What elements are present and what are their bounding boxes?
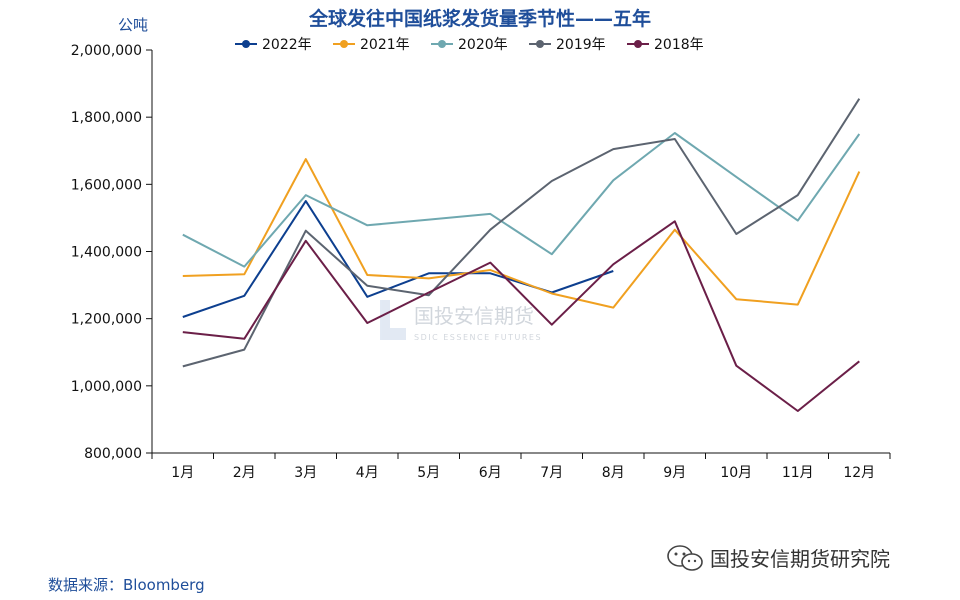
- legend-marker: [438, 40, 446, 48]
- watermark-subtitle: SDIC ESSENCE FUTURES: [414, 333, 542, 342]
- legend-marker: [634, 40, 642, 48]
- series-line-2019年: [182, 98, 861, 368]
- legend-marker: [536, 40, 544, 48]
- series-line-2022年: [182, 200, 614, 318]
- legend-marker: [340, 40, 348, 48]
- y-axis-unit-label: 公吨: [118, 16, 149, 34]
- x-tick-label: 2月: [233, 465, 256, 481]
- y-tick-label: 1,400,000: [71, 245, 142, 261]
- x-tick-label: 4月: [356, 465, 379, 481]
- series-line-2021年: [182, 158, 861, 309]
- y-tick-label: 1,000,000: [71, 379, 142, 395]
- y-tick-label: 1,800,000: [71, 110, 142, 126]
- series-line-2018年: [182, 220, 860, 412]
- x-tick-label: 12月: [843, 465, 875, 481]
- x-tick-label: 1月: [171, 465, 194, 481]
- x-axis: 1月 2月 3月 4月 5月 6月 7月 8月 9月 10月 11月 12月: [151, 452, 891, 481]
- chart-title: 全球发往中国纸浆发货量季节性——五年: [308, 8, 651, 30]
- y-axis: 800,000 1,000,000 1,200,000 1,400,000 1,600,…: [71, 43, 153, 462]
- watermark-logo: 国投安信期货 SDIC ESSENCE FUTURES: [380, 300, 542, 342]
- y-tick-label: 1,600,000: [71, 177, 142, 193]
- legend-label: 2020年: [458, 37, 508, 53]
- legend-label: 2018年: [654, 37, 704, 53]
- watermark-name: 国投安信期货: [414, 304, 534, 328]
- x-tick-label: 6月: [479, 465, 502, 481]
- x-tick-label: 8月: [602, 465, 625, 481]
- brand-signature: 国投安信期货研究院: [666, 543, 890, 572]
- legend-marker: [242, 40, 250, 48]
- wechat-icon: [667, 544, 703, 571]
- legend-label: 2022年: [262, 37, 312, 53]
- data-source-note: 数据来源：Bloomberg: [48, 576, 205, 594]
- brand-name: 国投安信期货研究院: [710, 547, 890, 571]
- x-tick-label: 7月: [540, 465, 563, 481]
- series-lines: [182, 98, 861, 412]
- y-tick-label: 1,200,000: [71, 312, 142, 328]
- x-tick-label: 9月: [663, 465, 686, 481]
- x-tick-label: 3月: [294, 465, 317, 481]
- watermark-logo-cutout: [390, 300, 406, 328]
- x-tick-label: 5月: [417, 465, 440, 481]
- x-tick-label: 10月: [720, 465, 752, 481]
- series-line-2020年: [182, 132, 861, 268]
- y-tick-label: 2,000,000: [71, 43, 142, 59]
- y-tick-label: 800,000: [84, 446, 142, 462]
- legend-label: 2019年: [556, 37, 606, 53]
- legend-label: 2021年: [360, 37, 410, 53]
- x-tick-label: 11月: [782, 465, 814, 481]
- legend: 2022年 2021年 2020年 2019年 2018年: [235, 37, 704, 53]
